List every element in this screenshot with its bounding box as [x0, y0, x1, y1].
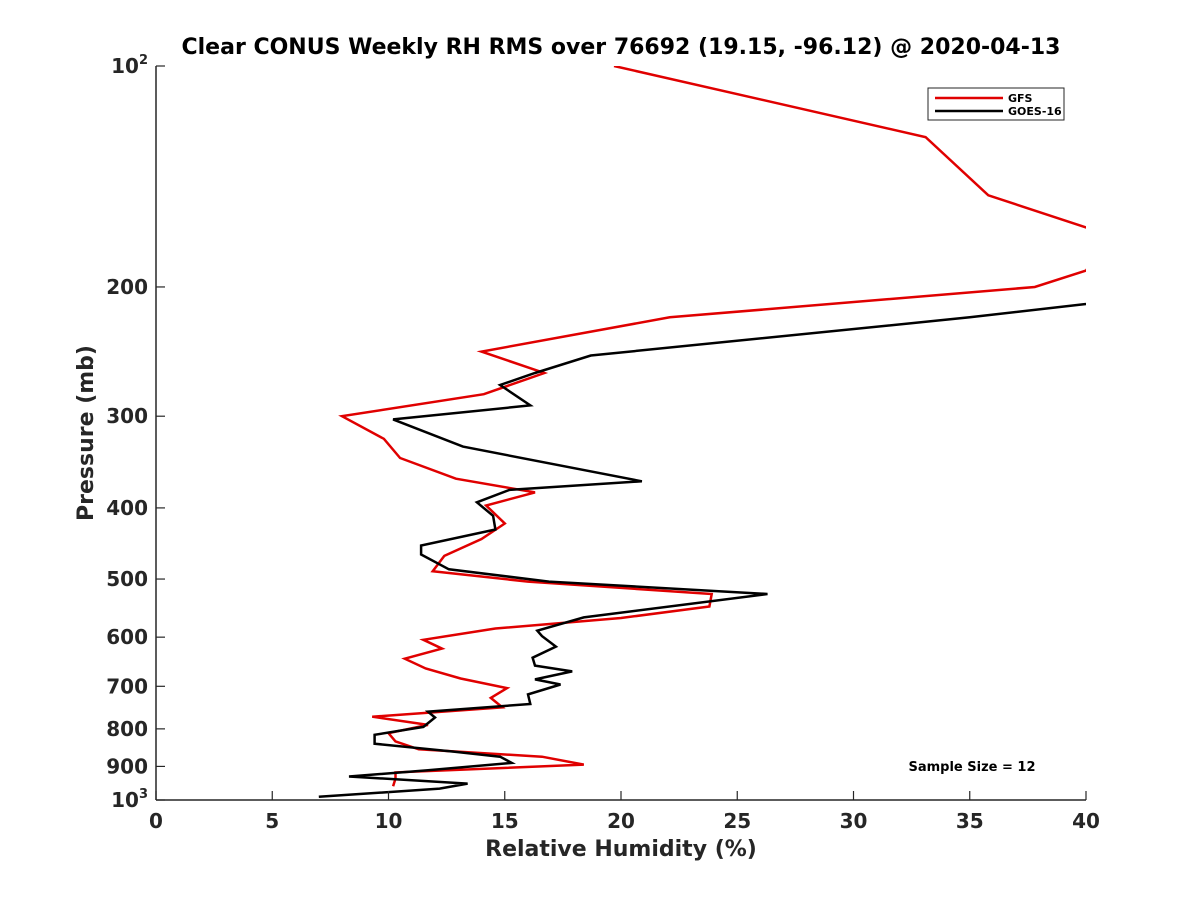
- series-line-goes16: [318, 302, 1086, 799]
- y-tick-label: 600: [106, 625, 148, 649]
- legend-box: [927, 87, 1065, 121]
- x-tick-label: 30: [840, 809, 868, 833]
- y-tick-label: 103: [111, 787, 148, 812]
- chart-title: Clear CONUS Weekly RH RMS over 76692 (19…: [182, 35, 1061, 60]
- y-tick-label: 400: [106, 496, 148, 520]
- y-tick-label: 102: [111, 53, 148, 78]
- x-tick-label: 25: [723, 809, 751, 833]
- x-tick-label: 0: [149, 809, 163, 833]
- y-tick-label: 700: [106, 674, 148, 698]
- y-tick-label: 500: [106, 567, 148, 591]
- x-tick-label: 20: [607, 809, 635, 833]
- x-tick-label: 15: [491, 809, 519, 833]
- y-tick-label: 800: [106, 717, 148, 741]
- y-tick-label: 300: [106, 404, 148, 428]
- x-axis-label: Relative Humidity (%): [485, 837, 757, 862]
- y-axis-label: Pressure (mb): [74, 345, 99, 521]
- sample-size-annotation: Sample Size = 12: [908, 760, 1035, 775]
- plot-area: [318, 66, 1086, 799]
- legend-label-gfs: GFS: [1008, 92, 1033, 105]
- y-tick-label: 200: [106, 275, 148, 299]
- series-line-gfs: [338, 66, 1086, 787]
- y-ticks: 102 200 300 400 500 600 700 800 900 103: [106, 53, 165, 812]
- legend: GFS GOES-16: [927, 87, 1065, 121]
- y-tick-label: 900: [106, 754, 148, 778]
- axes: [155, 66, 1086, 801]
- x-ticks: 0 5 10 15 20 25 30 35 40: [149, 791, 1100, 833]
- x-tick-label: 35: [956, 809, 984, 833]
- x-tick-label: 10: [375, 809, 403, 833]
- x-tick-label: 5: [265, 809, 279, 833]
- legend-label-goes16: GOES-16: [1008, 105, 1062, 118]
- x-tick-label: 40: [1072, 809, 1100, 833]
